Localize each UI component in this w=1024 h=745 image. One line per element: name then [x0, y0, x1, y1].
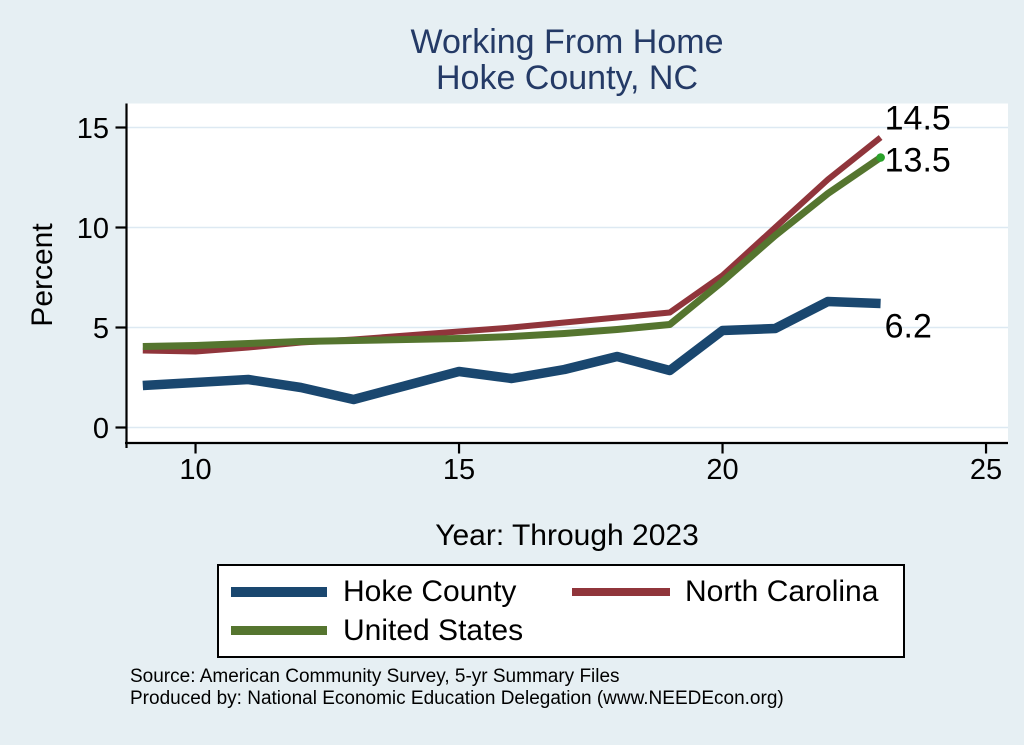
footer-source-line: Source: American Community Survey, 5-yr …: [130, 666, 620, 687]
legend-label-united-states: United States: [343, 614, 524, 647]
legend-swatch-hoke-county: [231, 587, 327, 597]
x-tick-label-25: 25: [970, 454, 1002, 486]
x-tick-label-20: 20: [706, 454, 738, 486]
x-tick-label-15: 15: [443, 454, 475, 486]
y-tick-label-5: 5: [93, 313, 109, 345]
plot-background: [126, 103, 1008, 443]
y-axis-title: Percent: [26, 223, 59, 327]
series-end-label-united-states: 13.5: [885, 142, 951, 180]
chart-title-line2: Hoke County, NC: [435, 59, 699, 97]
chart-title-line1: Working From Home: [410, 23, 724, 61]
series-end-marker-united-states: [876, 153, 885, 162]
series-line-united-states: [142, 154, 883, 350]
series-end-label-north-carolina: 14.5: [885, 100, 951, 138]
legend: Hoke County North Carolina United States: [217, 564, 905, 658]
y-tick-label-10: 10: [77, 213, 109, 245]
legend-label-hoke-county: Hoke County: [343, 575, 517, 608]
x-axis-title: Year: Through 2023: [435, 519, 699, 552]
y-tick-label-0: 0: [93, 413, 109, 445]
x-tick-label-10: 10: [179, 454, 211, 486]
series-end-label-hoke-county: 6.2: [885, 308, 932, 346]
y-tick-label-15: 15: [77, 113, 109, 145]
footer-produced-by-line: Produced by: National Economic Education…: [130, 688, 784, 709]
legend-label-north-carolina: North Carolina: [685, 575, 879, 608]
footer-notes: Source: American Community Survey, 5-yr …: [130, 666, 784, 710]
chart-title: Working From Home Hoke County, NC: [126, 24, 1008, 96]
series-line-hoke-county: [142, 296, 881, 405]
legend-swatch-north-carolina: [572, 588, 670, 596]
legend-swatch-united-states: [231, 626, 327, 635]
